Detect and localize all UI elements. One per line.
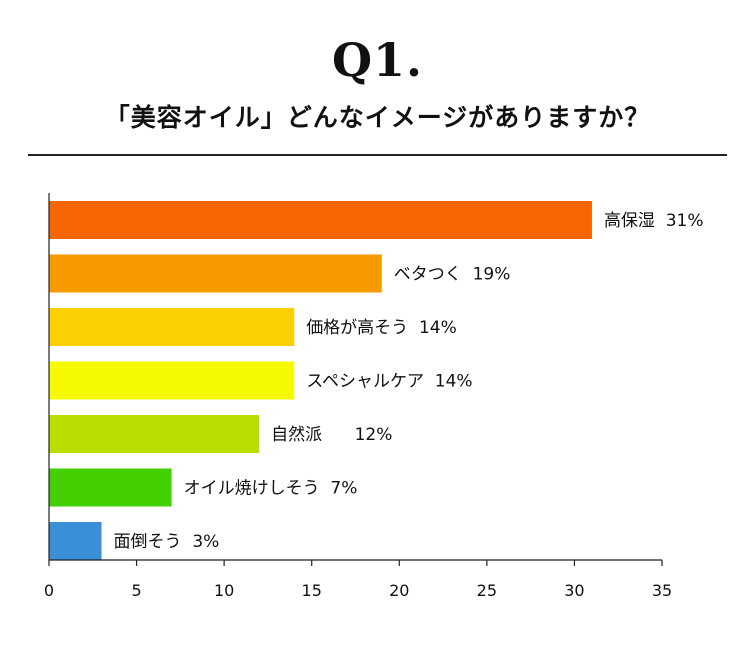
x-tick-label-15: 15 (302, 581, 322, 600)
x-tick-label-25: 25 (477, 581, 497, 600)
bar-1 (49, 201, 592, 239)
bar-label-1: 高保湿 31% (604, 211, 704, 231)
bar-label-7: 面倒そう 3% (114, 532, 220, 552)
x-tick-label-35: 35 (652, 581, 672, 600)
bar-4 (49, 361, 295, 400)
bar-label-4: スペシャルケア 14% (306, 372, 472, 392)
x-tick-label-5: 5 (131, 581, 141, 600)
bar-7 (49, 522, 102, 560)
chart-subtitle: 「美容オイル」どんなイメージがありますか？ (104, 103, 651, 132)
bar-6 (49, 468, 172, 507)
x-tick-label-10: 10 (214, 581, 234, 600)
x-tick-label-0: 0 (44, 581, 54, 600)
x-tick-label-20: 20 (389, 581, 409, 600)
bar-label-5: 自然派 12% (271, 425, 392, 445)
bar-5 (49, 415, 260, 453)
bar-3 (49, 308, 295, 346)
bar-label-6: オイル焼けしそう 7% (184, 479, 358, 499)
chart-title: Q1. (331, 33, 424, 87)
bar-2 (49, 254, 382, 293)
title-divider (28, 154, 727, 156)
bar-label-2: ベタつく 19% (394, 265, 511, 285)
x-tick-label-30: 30 (564, 581, 584, 600)
bar-label-3: 価格が高そう 14% (306, 318, 457, 338)
